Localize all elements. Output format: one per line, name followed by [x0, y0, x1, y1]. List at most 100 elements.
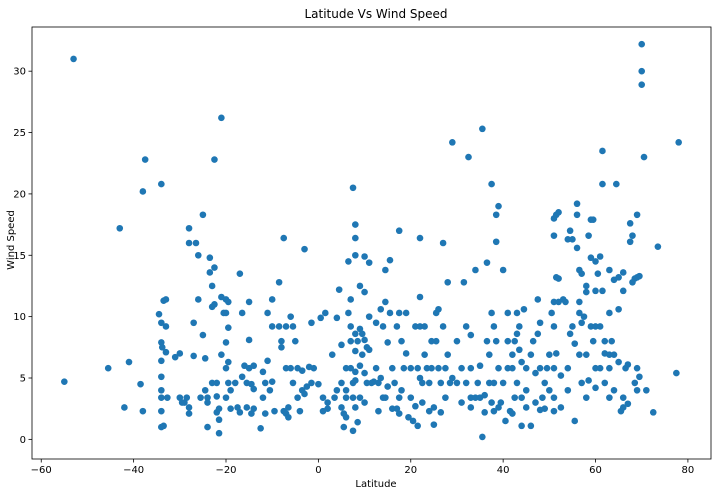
data-point — [261, 379, 269, 387]
data-point — [125, 358, 133, 366]
y-tick-label: 15 — [13, 251, 26, 262]
data-point — [428, 364, 435, 372]
data-point — [638, 40, 646, 48]
data-point — [211, 156, 218, 163]
data-point — [416, 234, 424, 242]
data-point — [386, 309, 394, 317]
data-point — [462, 379, 470, 387]
data-point — [509, 410, 516, 417]
data-point — [638, 81, 646, 88]
data-point — [248, 410, 255, 417]
data-point — [599, 147, 606, 155]
data-point — [158, 407, 165, 415]
data-point — [301, 245, 308, 253]
data-point — [382, 298, 389, 306]
data-point — [398, 386, 405, 394]
data-point — [573, 211, 581, 219]
data-point — [458, 364, 465, 372]
data-point — [322, 309, 329, 317]
data-point — [352, 221, 359, 228]
data-point — [352, 377, 359, 384]
data-point — [564, 236, 572, 243]
data-point — [213, 379, 221, 387]
data-point — [601, 337, 609, 345]
data-point — [624, 400, 632, 408]
data-point — [437, 409, 445, 416]
data-point — [365, 313, 373, 320]
data-point — [199, 331, 207, 339]
data-point — [481, 409, 488, 416]
data-point — [356, 394, 364, 401]
data-point — [185, 224, 193, 232]
data-point — [70, 55, 77, 63]
data-point — [453, 379, 461, 387]
data-point — [550, 232, 558, 239]
data-point — [352, 404, 359, 411]
data-point — [414, 364, 421, 372]
data-point — [479, 125, 486, 133]
data-point — [215, 405, 223, 412]
data-point — [361, 288, 368, 296]
data-point — [227, 386, 234, 394]
data-point — [582, 282, 590, 290]
data-point — [608, 337, 615, 345]
data-point — [347, 296, 355, 303]
data-point — [673, 369, 680, 377]
data-point — [460, 278, 468, 286]
data-point — [158, 344, 166, 351]
data-point — [414, 422, 421, 430]
data-point — [372, 319, 380, 327]
data-point — [495, 202, 502, 210]
x-tick-label: 80 — [682, 465, 695, 476]
data-point — [435, 364, 442, 372]
data-points — [61, 40, 682, 441]
data-point — [636, 272, 643, 280]
data-point — [631, 379, 639, 387]
data-point — [218, 351, 225, 358]
data-point — [245, 298, 253, 306]
data-point — [485, 379, 493, 387]
data-point — [606, 351, 613, 358]
data-point — [317, 314, 324, 322]
data-point — [352, 234, 359, 242]
data-point — [333, 314, 341, 322]
data-point — [573, 244, 581, 252]
data-point — [176, 394, 184, 401]
data-point — [596, 364, 604, 372]
data-point — [278, 344, 285, 351]
data-point — [511, 337, 518, 345]
data-point — [546, 386, 553, 394]
data-point — [606, 364, 613, 372]
data-point — [606, 266, 613, 274]
data-point — [488, 309, 495, 317]
data-point — [139, 188, 147, 195]
data-point — [324, 405, 331, 412]
data-point — [268, 323, 276, 330]
y-tick-label: 20 — [13, 189, 26, 200]
data-point — [375, 379, 382, 387]
data-point — [181, 399, 188, 406]
data-point — [222, 309, 230, 317]
data-point — [204, 394, 211, 401]
data-point — [335, 286, 343, 293]
data-point — [349, 394, 357, 401]
data-point — [654, 243, 662, 250]
data-point — [382, 266, 389, 274]
data-point — [208, 282, 216, 290]
data-point — [352, 330, 359, 338]
data-point — [465, 153, 472, 161]
data-point — [520, 305, 528, 313]
data-point — [495, 404, 502, 411]
data-point — [206, 254, 214, 262]
data-point — [629, 232, 636, 239]
data-point — [225, 298, 232, 306]
data-point — [310, 364, 318, 372]
data-point — [643, 386, 650, 394]
data-point — [619, 287, 627, 295]
data-point — [437, 379, 445, 387]
data-point — [301, 390, 308, 398]
data-point — [552, 350, 560, 357]
data-point — [324, 399, 331, 406]
data-point — [446, 379, 454, 387]
data-point — [442, 394, 449, 401]
